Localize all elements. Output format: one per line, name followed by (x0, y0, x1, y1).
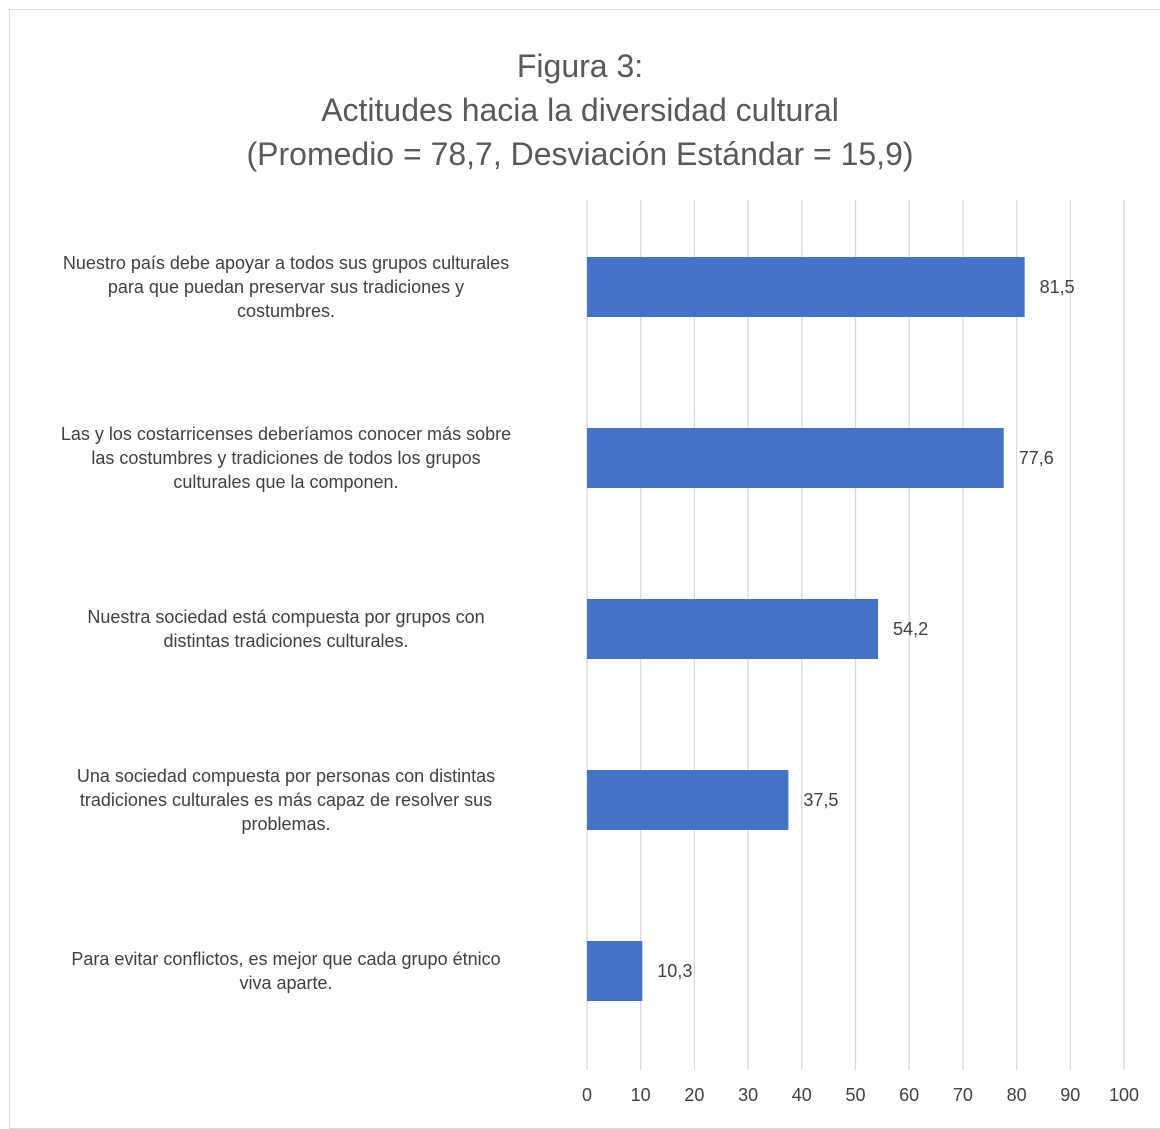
x-tick-label: 0 (582, 1085, 592, 1105)
chart-title-line-2: Actitudes hacia la diversidad cultural (321, 92, 839, 128)
chart-title: Figura 3: Actitudes hacia la diversidad … (0, 44, 1160, 176)
bar (587, 428, 1004, 488)
category-label-line: Para evitar conflictos, es mejor que cad… (71, 949, 501, 969)
chart-title-line-1: Figura 3: (516, 48, 644, 84)
x-tick-label: 50 (845, 1085, 865, 1105)
x-tick-label: 90 (1060, 1085, 1080, 1105)
category-label: Las y los costarricenses deberíamos cono… (10, 422, 562, 494)
category-label-line: culturales que la componen. (173, 472, 399, 492)
category-label-line: costumbres. (236, 301, 336, 321)
x-tick-label: 70 (953, 1085, 973, 1105)
category-label-line: Una sociedad compuesta por personas con … (76, 766, 496, 786)
category-label: Nuestro país debe apoyar a todos sus gru… (10, 251, 562, 323)
category-label-line: Las y los costarricenses deberíamos cono… (60, 424, 512, 444)
category-label-line: para que puedan preservar sus tradicione… (107, 277, 465, 297)
bar (587, 941, 643, 1001)
data-label: 77,6 (1019, 448, 1054, 468)
data-label: 10,3 (657, 961, 692, 981)
category-label-line: distintas tradiciones culturales. (163, 631, 409, 651)
x-tick-label: 80 (1007, 1085, 1027, 1105)
category-label-line: viva aparte. (239, 973, 333, 993)
data-label: 37,5 (803, 790, 838, 810)
category-label: Para evitar conflictos, es mejor que cad… (10, 947, 562, 995)
x-tick-label: 10 (631, 1085, 651, 1105)
category-label-line: problemas. (241, 814, 331, 834)
bar (587, 257, 1025, 317)
data-label: 81,5 (1040, 277, 1075, 297)
bar (587, 770, 789, 830)
x-tick-label: 30 (738, 1085, 758, 1105)
category-label: Una sociedad compuesta por personas con … (10, 764, 562, 836)
x-tick-label: 40 (792, 1085, 812, 1105)
chart-title-line-3: (Promedio = 78,7, Desviación Estándar = … (246, 136, 914, 172)
x-tick-label: 20 (684, 1085, 704, 1105)
category-label-line: las costumbres y tradiciones de todos lo… (91, 448, 481, 468)
category-label-line: Nuestro país debe apoyar a todos sus gru… (62, 253, 510, 273)
chart-frame (9, 9, 1160, 1129)
category-label-line: tradiciones culturales es más capaz de r… (79, 790, 493, 810)
x-tick-label: 60 (899, 1085, 919, 1105)
data-label: 54,2 (893, 619, 928, 639)
category-label: Nuestra sociedad está compuesta por grup… (10, 605, 562, 653)
category-label-line: Nuestra sociedad está compuesta por grup… (87, 607, 485, 627)
bar (587, 599, 879, 659)
x-tick-label: 100 (1109, 1085, 1139, 1105)
